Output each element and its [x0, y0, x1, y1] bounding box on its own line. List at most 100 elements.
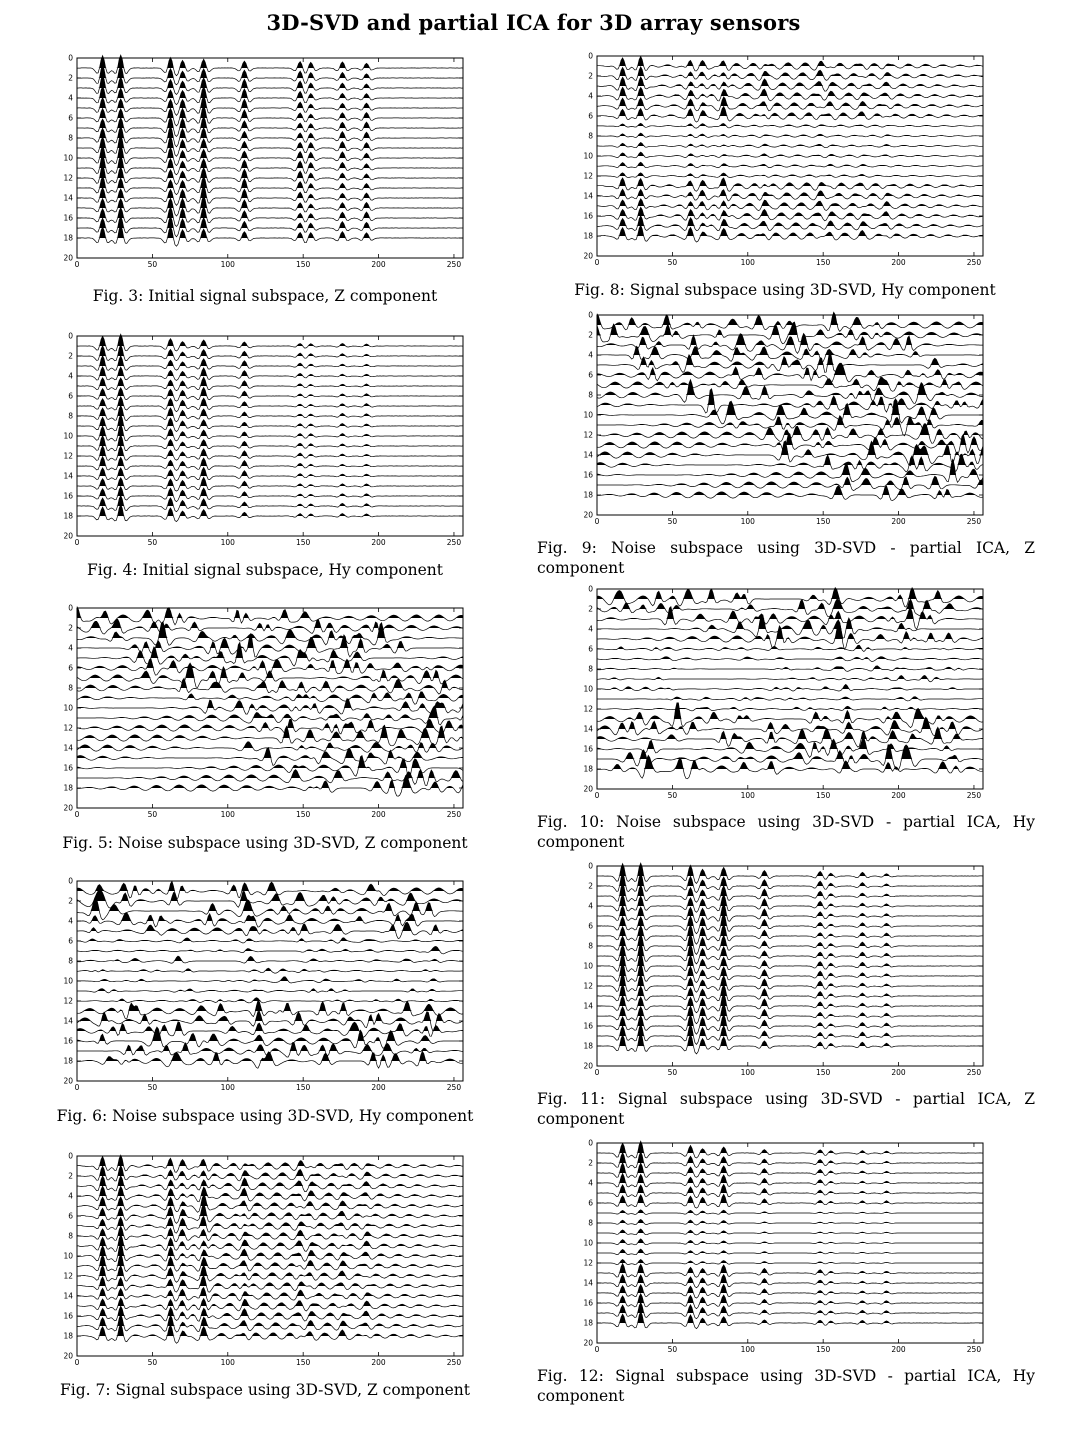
trace-fill [597, 454, 983, 465]
trace-fill [77, 988, 463, 991]
y-tick-label: 18 [63, 1332, 73, 1341]
y-tick-label: 20 [583, 252, 593, 261]
trace-line [596, 142, 984, 149]
trace-fill [77, 1275, 463, 1286]
trace-line [77, 413, 463, 432]
x-tick-label: 100 [221, 1358, 236, 1367]
x-tick-label: 250 [967, 517, 982, 526]
y-tick-label: 4 [68, 644, 73, 653]
y-tick-label: 2 [588, 72, 593, 81]
trace-line [596, 214, 984, 231]
x-tick-label: 50 [148, 538, 158, 547]
y-tick-label: 12 [583, 431, 593, 440]
trace-line [597, 1023, 984, 1045]
trace-line [76, 1175, 464, 1192]
y-tick-label: 20 [583, 1339, 593, 1348]
trace-line [76, 1215, 464, 1234]
y-tick-label: 6 [588, 645, 593, 654]
figure-3: 0 2 4 6 8 10 12 14 16 18 20 0 50 100 150 200 250 [55, 50, 465, 272]
x-tick-label: 0 [595, 791, 600, 800]
y-tick-label: 14 [583, 1002, 593, 1011]
trace-line [597, 1193, 983, 1209]
x-tick-label: 100 [221, 1083, 236, 1092]
trace-fill [77, 495, 463, 506]
x-tick-label: 200 [371, 260, 386, 269]
trace-line [596, 76, 984, 92]
y-tick-label: 10 [63, 154, 73, 163]
trace-line [596, 66, 983, 81]
y-tick-label: 10 [63, 432, 73, 441]
trace-line [77, 1050, 464, 1069]
trace-line [596, 882, 984, 903]
trace-fill [77, 377, 463, 386]
trace-fill [597, 346, 983, 355]
trace-fill [77, 1021, 463, 1031]
x-tick-label: 150 [296, 1358, 311, 1367]
trace-line [76, 444, 464, 461]
x-tick-label: 50 [148, 810, 158, 819]
figure-7-caption: Fig. 7: Signal subspace using 3D-SVD, Z … [60, 1381, 470, 1399]
trace-fill [77, 65, 463, 78]
y-tick-label: 18 [63, 512, 73, 521]
figure-9: 0 2 4 6 8 10 12 14 16 18 20 0 50 100 150 200 250 [575, 307, 985, 529]
trace-line [596, 332, 983, 355]
trace-fill [77, 387, 463, 396]
trace-line [597, 1032, 983, 1055]
trace-line [76, 746, 464, 767]
trace-line [596, 674, 983, 683]
y-tick-label: 16 [583, 212, 593, 221]
trace-line [596, 377, 984, 392]
trace-fill [77, 95, 463, 108]
y-tick-label: 2 [588, 605, 593, 614]
trace-fill [77, 725, 463, 738]
y-tick-label: 6 [68, 392, 73, 401]
y-tick-label: 18 [583, 1042, 593, 1051]
trace-fill [77, 621, 463, 638]
y-tick-label: 4 [588, 1179, 593, 1188]
trace-line [596, 311, 984, 332]
trace-line [596, 345, 984, 363]
x-tick-label: 250 [447, 538, 462, 547]
trace-line [76, 1154, 464, 1173]
y-tick-label: 2 [68, 74, 73, 83]
trace-fill [77, 946, 463, 951]
y-tick-label: 12 [63, 724, 73, 733]
y-tick-label: 0 [68, 877, 73, 886]
trace-fill [77, 366, 463, 376]
trace-fill [77, 145, 463, 158]
y-tick-label: 10 [583, 1239, 593, 1248]
x-tick-label: 200 [371, 538, 386, 547]
y-tick-label: 20 [583, 1062, 593, 1071]
trace-line [77, 423, 464, 442]
figure-7: 0 2 4 6 8 10 12 14 16 18 20 0 50 100 150 200 250 [55, 1148, 465, 1370]
trace-line [76, 376, 464, 392]
trace-line [76, 967, 463, 974]
trace-line [77, 705, 464, 726]
y-tick-label: 6 [588, 112, 593, 121]
trace-fill [597, 993, 983, 1006]
figure-8: 0 2 4 6 8 10 12 14 16 18 20 0 50 100 150 200 250 [575, 48, 985, 270]
y-tick-label: 6 [588, 922, 593, 931]
trace-fill [597, 696, 983, 699]
x-tick-label: 0 [595, 1068, 600, 1077]
x-tick-label: 150 [296, 538, 311, 547]
trace-line [76, 215, 463, 238]
trace-fill [597, 377, 983, 385]
trace-fill [77, 1042, 463, 1051]
trace-line [596, 1310, 983, 1330]
y-tick-label: 4 [588, 92, 593, 101]
y-tick-label: 18 [583, 491, 593, 500]
trace-line [77, 1253, 464, 1272]
trace-line [596, 1292, 984, 1310]
trace-line [597, 902, 984, 924]
trace-line [76, 194, 464, 217]
trace-line [76, 662, 464, 688]
trace-line [597, 961, 984, 983]
y-tick-label: 14 [63, 194, 73, 203]
y-tick-label: 8 [588, 942, 593, 951]
trace-line [597, 862, 984, 884]
x-tick-label: 100 [741, 258, 756, 267]
trace-fill [77, 176, 463, 188]
